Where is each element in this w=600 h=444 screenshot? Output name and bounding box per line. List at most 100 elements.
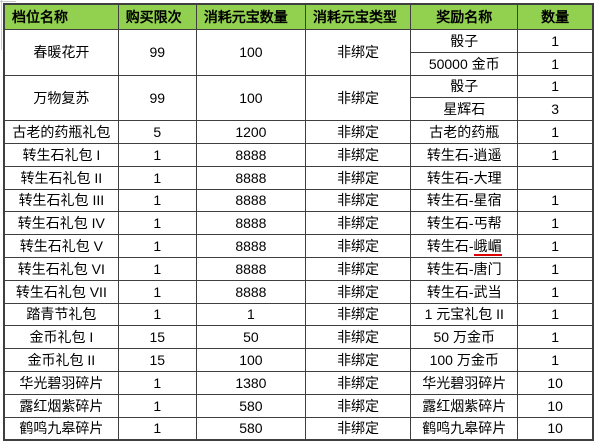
cost-cell: 8888 <box>195 211 306 236</box>
table-row: 露红烟紫碎片 1 580 非绑定 露红烟紫碎片 10 <box>3 393 594 418</box>
tier-cell: 春暖花开 <box>3 29 119 76</box>
cost-cell: 100 <box>195 74 306 122</box>
currency-type-cell: 非绑定 <box>304 120 412 144</box>
qty-cell: 1 <box>517 302 594 327</box>
currency-type-cell: 非绑定 <box>304 74 412 122</box>
qty-cell: 1 <box>517 142 594 167</box>
currency-type-cell: 非绑定 <box>304 279 412 304</box>
limit-cell: 1 <box>117 370 197 395</box>
table-row: 踏青节礼包 1 1 非绑定 1 元宝礼包 II 1 <box>3 302 594 327</box>
currency-type-cell: 非绑定 <box>304 142 412 167</box>
currency-type-cell: 非绑定 <box>304 256 412 281</box>
currency-type-cell: 非绑定 <box>304 211 412 236</box>
reward-cell: 露红烟紫碎片 <box>410 393 519 418</box>
gridline-remnant-horizontal <box>0 1 16 2</box>
tier-cell: 金币礼包 I <box>3 325 119 350</box>
limit-cell: 1 <box>117 279 197 304</box>
reward-name-prefix: 转生石- <box>426 238 474 255</box>
table-row: 转生石礼包 II 1 8888 非绑定 转生石-大理 <box>3 165 594 190</box>
tier-cell: 金币礼包 II <box>3 348 119 372</box>
currency-type-cell: 非绑定 <box>304 188 412 213</box>
cost-cell: 1 <box>195 302 306 327</box>
table-row: 转生石礼包 III 1 8888 非绑定 转生石-星宿 1 <box>3 188 594 213</box>
header-reward: 奖励名称 <box>410 3 519 30</box>
table-row: 华光碧羽碎片 1 1380 非绑定 华光碧羽碎片 10 <box>3 370 594 395</box>
tier-cell: 转生石礼包 III <box>3 188 119 213</box>
gift-pack-table: 档位名称 购买限次 消耗元宝数量 消耗元宝类型 奖励名称 数量 春暖花开 99 … <box>3 3 594 442</box>
cost-cell: 1200 <box>195 120 306 144</box>
table-row: 春暖花开 99 100 非绑定 骰子 1 <box>3 29 594 76</box>
table-row: 鹤鸣九皋碎片 1 580 非绑定 鹤鸣九皋碎片 10 <box>3 416 594 441</box>
reward-cell: 转生石-大理 <box>410 165 519 190</box>
qty-cell: 1 <box>517 74 594 99</box>
qty-cell: 1 <box>517 211 594 236</box>
cost-cell: 580 <box>195 416 306 441</box>
qty-cell: 1 <box>517 188 594 213</box>
tier-cell: 万物复苏 <box>3 74 119 122</box>
limit-cell: 5 <box>117 120 197 144</box>
limit-cell: 1 <box>117 142 197 167</box>
reward-cell: 骰子 <box>410 74 519 99</box>
qty-cell: 1 <box>517 120 594 144</box>
qty-cell: 1 <box>517 51 594 76</box>
cost-cell: 8888 <box>195 188 306 213</box>
cost-cell: 100 <box>195 29 306 76</box>
tier-cell: 露红烟紫碎片 <box>3 393 119 418</box>
cost-cell: 50 <box>195 325 306 350</box>
tier-cell: 转生石礼包 II <box>3 165 119 190</box>
limit-cell: 1 <box>117 234 197 258</box>
qty-cell: 10 <box>517 393 594 418</box>
qty-cell: 1 <box>517 29 594 53</box>
reward-cell: 华光碧羽碎片 <box>410 370 519 395</box>
limit-cell: 1 <box>117 302 197 327</box>
gridline-remnant-vertical <box>1 0 2 50</box>
header-row: 档位名称 购买限次 消耗元宝数量 消耗元宝类型 奖励名称 数量 <box>3 3 594 30</box>
tier-cell: 古老的药瓶礼包 <box>3 120 119 144</box>
qty-cell: 10 <box>517 416 594 441</box>
tier-cell: 踏青节礼包 <box>3 302 119 327</box>
reward-cell: 转生石-逍遥 <box>410 142 519 167</box>
currency-type-cell: 非绑定 <box>304 29 412 76</box>
table-row: 转生石礼包 VII 1 8888 非绑定 转生石-武当 1 <box>3 279 594 304</box>
qty-cell: 1 <box>517 325 594 350</box>
reward-cell: 100 万金币 <box>410 348 519 372</box>
currency-type-cell: 非绑定 <box>304 370 412 395</box>
spellcheck-underlined-text: 峨嵋 <box>473 238 502 256</box>
reward-cell: 古老的药瓶 <box>410 120 519 144</box>
tier-cell: 鹤鸣九皋碎片 <box>3 416 119 441</box>
reward-cell: 转生石-星宿 <box>410 188 519 213</box>
reward-cell: 转生石-峨嵋 <box>410 234 519 258</box>
reward-cell: 1 元宝礼包 II <box>410 302 519 327</box>
currency-type-cell: 非绑定 <box>304 325 412 350</box>
qty-cell <box>517 165 594 190</box>
cost-cell: 8888 <box>195 256 306 281</box>
currency-type-cell: 非绑定 <box>304 393 412 418</box>
cost-cell: 580 <box>195 393 306 418</box>
limit-cell: 1 <box>117 256 197 281</box>
table-row: 转生石礼包 I 1 8888 非绑定 转生石-逍遥 1 <box>3 142 594 167</box>
qty-cell: 3 <box>517 97 594 122</box>
tier-cell: 转生石礼包 I <box>3 142 119 167</box>
limit-cell: 1 <box>117 188 197 213</box>
cost-cell: 8888 <box>195 279 306 304</box>
qty-cell: 1 <box>517 256 594 281</box>
limit-cell: 15 <box>117 348 197 372</box>
limit-cell: 1 <box>117 393 197 418</box>
qty-cell: 10 <box>517 370 594 395</box>
header-currency-type: 消耗元宝类型 <box>304 3 412 30</box>
reward-cell: 转生石-丐帮 <box>410 211 519 236</box>
tier-cell: 转生石礼包 IV <box>3 211 119 236</box>
cost-cell: 1380 <box>195 370 306 395</box>
limit-cell: 1 <box>117 211 197 236</box>
currency-type-cell: 非绑定 <box>304 165 412 190</box>
limit-cell: 99 <box>117 29 197 76</box>
currency-type-cell: 非绑定 <box>304 348 412 372</box>
reward-cell: 骰子 <box>410 29 519 53</box>
reward-cell: 50 万金币 <box>410 325 519 350</box>
reward-cell: 鹤鸣九皋碎片 <box>410 416 519 441</box>
table-row: 转生石礼包 V 1 8888 非绑定 转生石-峨嵋 1 <box>3 234 594 258</box>
reward-cell: 转生石-武当 <box>410 279 519 304</box>
currency-type-cell: 非绑定 <box>304 234 412 258</box>
qty-cell: 1 <box>517 348 594 372</box>
header-tier: 档位名称 <box>3 3 119 30</box>
